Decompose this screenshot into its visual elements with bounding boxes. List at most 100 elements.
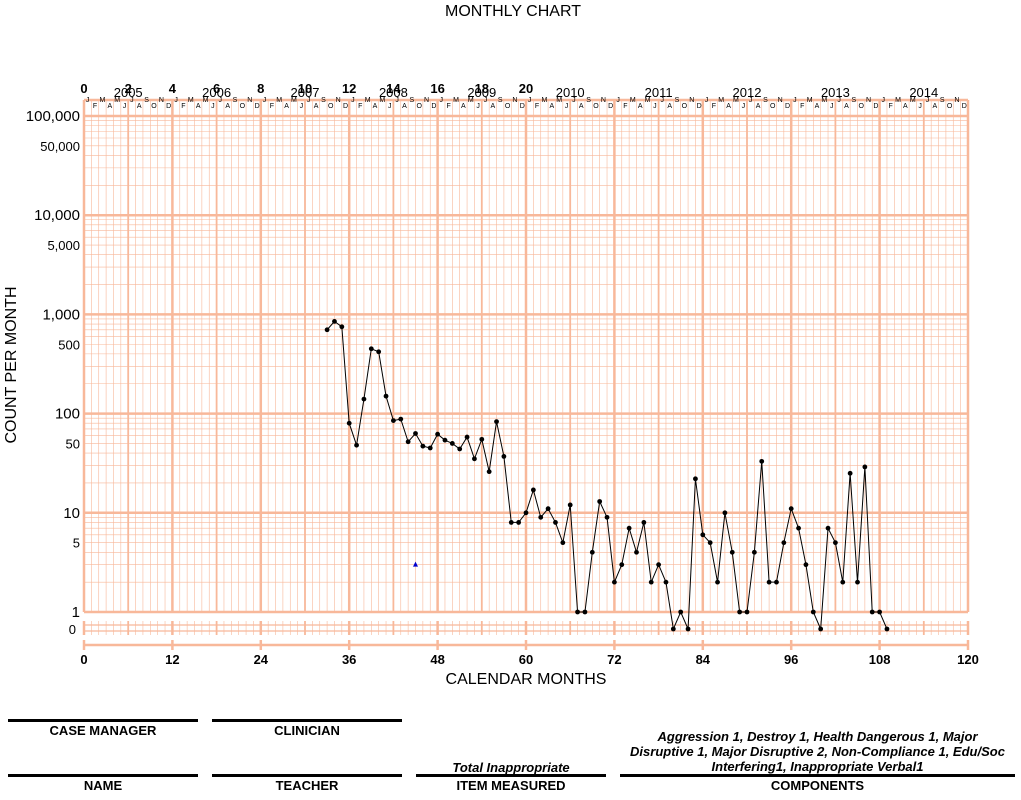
month-letter: A	[196, 103, 201, 110]
data-point	[538, 514, 544, 520]
data-point	[398, 416, 404, 422]
month-letter: M	[291, 97, 297, 104]
data-point	[847, 470, 853, 476]
data-point	[597, 499, 603, 504]
month-letter: J	[351, 97, 355, 104]
year-label: 2009	[467, 85, 496, 100]
month-letter: F	[800, 103, 804, 110]
month-letter: J	[440, 97, 444, 104]
data-point	[670, 626, 676, 632]
x-tick-label: 72	[607, 652, 621, 667]
month-letter: A	[461, 103, 466, 110]
data-point	[612, 579, 617, 585]
x-axis-label: CALENDAR MONTHS	[446, 671, 607, 688]
month-letter: J	[572, 97, 576, 104]
top-tick-label: 6	[213, 81, 220, 96]
month-letter: A	[402, 103, 407, 110]
month-letter: D	[166, 103, 171, 110]
year-label: 2008	[379, 85, 408, 100]
year-label: 2010	[556, 85, 585, 100]
data-point	[840, 579, 846, 585]
month-letter: A	[638, 103, 643, 110]
name-line	[8, 774, 198, 777]
data-point	[354, 442, 359, 448]
month-letter: J	[565, 103, 569, 110]
y-tick-label: 1	[72, 604, 80, 621]
data-point	[744, 609, 750, 615]
month-letter: N	[601, 97, 606, 104]
data-point	[877, 609, 882, 615]
y-tick-label-zero: 0	[69, 622, 76, 637]
month-letter: O	[151, 103, 157, 110]
item-measured-value: Total Inappropriate	[452, 760, 570, 775]
data-point	[575, 609, 580, 615]
y-tick-label: 50,000	[40, 139, 80, 154]
data-point	[685, 626, 691, 632]
month-letter: A	[726, 103, 731, 110]
month-letter: D	[431, 103, 436, 110]
month-letter: A	[667, 103, 672, 110]
month-letter: S	[498, 97, 503, 104]
data-point	[427, 445, 433, 451]
month-letter: J	[616, 97, 620, 104]
data-series	[324, 319, 890, 632]
month-letter: O	[682, 103, 688, 110]
y-tick-label: 10	[63, 505, 80, 522]
month-letter: J	[918, 103, 922, 110]
month-letter: J	[653, 103, 657, 110]
month-letter: F	[270, 103, 274, 110]
month-letter: O	[416, 103, 422, 110]
month-letter: A	[549, 103, 554, 110]
month-letter: F	[358, 103, 362, 110]
top-tick-label: 2	[125, 81, 132, 96]
data-point	[560, 540, 566, 546]
x-tick-label: 36	[342, 652, 356, 667]
data-point	[693, 476, 698, 482]
data-point	[553, 520, 558, 525]
month-letter: A	[314, 103, 319, 110]
month-letter: J	[926, 97, 930, 104]
data-point	[442, 437, 448, 443]
data-point	[796, 525, 801, 531]
x-tick-label: 48	[430, 652, 444, 667]
month-letter: J	[130, 97, 134, 104]
case-manager-label: CASE MANAGER	[49, 723, 157, 738]
month-letter: O	[240, 103, 246, 110]
data-point	[604, 514, 610, 520]
x-tick-label: 96	[784, 652, 798, 667]
data-point	[494, 419, 499, 425]
data-point	[516, 520, 522, 525]
x-tick-label: 60	[519, 652, 533, 667]
data-point	[405, 439, 411, 445]
data-point	[634, 549, 639, 555]
data-point	[479, 436, 485, 442]
month-letter: M	[453, 97, 459, 104]
top-tick-label: 4	[169, 81, 177, 96]
top-tick-label: 16	[430, 81, 444, 96]
data-point	[774, 579, 779, 585]
data-point	[737, 609, 743, 615]
month-letter: M	[718, 97, 724, 104]
month-letter: N	[424, 97, 429, 104]
data-point	[391, 418, 396, 424]
month-letter: J	[476, 103, 480, 110]
month-letter: M	[630, 97, 636, 104]
month-letter: D	[255, 103, 260, 110]
top-tick-label: 20	[519, 81, 533, 96]
month-letter: A	[491, 103, 496, 110]
month-letter: M	[895, 97, 901, 104]
month-letter: J	[307, 97, 311, 104]
month-letter: A	[373, 103, 378, 110]
month-letter: S	[675, 97, 680, 104]
data-point	[810, 609, 816, 615]
data-point	[339, 324, 345, 330]
month-letter: D	[873, 103, 878, 110]
components-value: Aggression 1, Destroy 1, Health Dangerou…	[630, 729, 1005, 774]
month-letter: J	[484, 97, 488, 104]
month-letter: J	[388, 103, 392, 110]
y-tick-label: 1,000	[42, 306, 80, 323]
month-letter: J	[830, 103, 834, 110]
month-letter: J	[793, 97, 797, 104]
month-letter: F	[623, 103, 627, 110]
data-point	[464, 434, 470, 440]
